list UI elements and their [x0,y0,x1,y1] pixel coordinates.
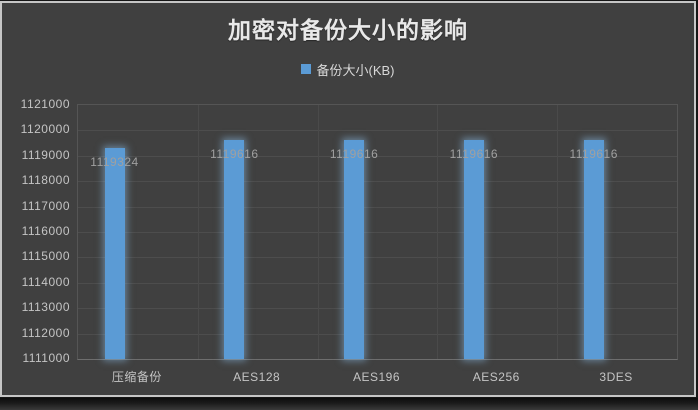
h-gridline [78,130,677,132]
category-label: AES256 [472,370,520,384]
bar-AES196[interactable] [344,140,365,359]
x-axis: 压缩备份 AES128 AES196 AES256 3DES [77,368,676,386]
h-gridline [78,155,677,157]
v-gridline [317,105,319,359]
category-label: 3DES [599,370,633,384]
h-gridline [78,206,677,208]
bar-3DES[interactable] [583,140,604,359]
plot-area: 1119324 1119616 1119616 1119616 1119616 [77,104,678,360]
y-tick-label: 1116000 [21,224,70,238]
category-label: AES196 [352,370,401,384]
data-label: 1119616 [329,147,379,162]
y-axis: 1121000 1120000 1119000 1118000 1117000 11160… [0,0,70,410]
y-tick-label: 1118000 [21,173,70,188]
y-tick-label: 1119000 [21,147,70,162]
chart-title: 加密对备份大小的影响 [228,17,468,43]
h-gridline [78,232,677,233]
category-label: 压缩备份 [111,370,162,384]
h-gridline [78,257,677,259]
y-tick-label: 1121000 [20,97,70,111]
h-gridline [78,308,677,310]
bar-AES128[interactable] [224,140,245,359]
y-tick-label: 1117000 [21,198,70,213]
data-label: 1119616 [569,147,618,162]
data-label: 1119616 [210,147,259,162]
bar-压缩备份[interactable] [104,147,125,359]
y-tick-label: 1115000 [21,249,70,264]
v-gridline [437,105,439,359]
legend-label: 备份大小(KB) [316,62,395,78]
y-tick-label: 1111000 [22,351,70,365]
y-tick-label: 1112000 [21,325,70,340]
chart-legend[interactable]: 备份大小(KB) [0,61,696,78]
h-gridline [78,181,677,183]
y-tick-label: 1113000 [21,300,70,315]
y-tick-label: 1120000 [20,122,70,137]
h-gridline [78,333,677,335]
legend-marker-icon [301,64,312,74]
window-shadow [0,398,698,410]
data-label: 1119616 [449,147,499,162]
v-gridline [557,105,559,359]
bar-AES256[interactable] [463,140,484,359]
h-gridline [78,282,677,284]
data-label: 1119324 [90,154,139,169]
category-label: AES128 [233,370,281,384]
y-tick-label: 1114000 [21,274,70,289]
v-gridline [197,105,199,359]
